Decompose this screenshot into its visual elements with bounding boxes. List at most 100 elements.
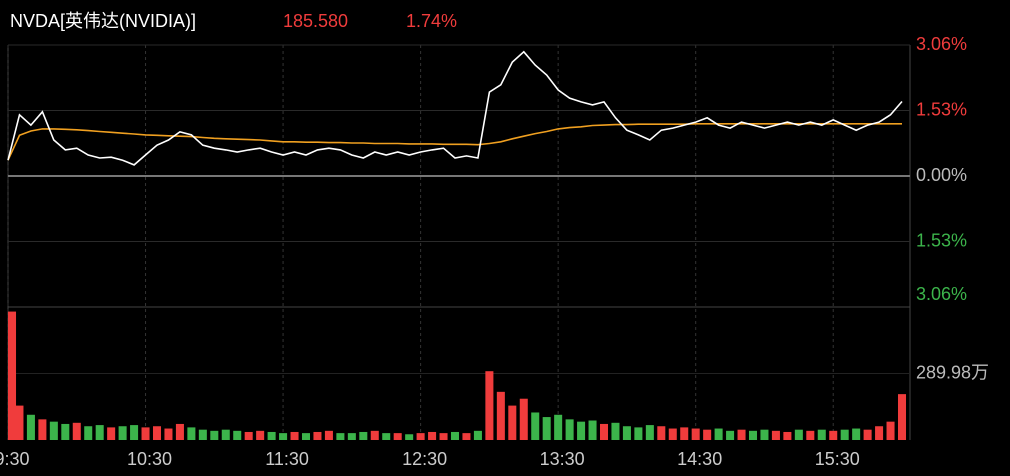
x-tick-label: 10:30 bbox=[127, 449, 172, 469]
volume-bar bbox=[15, 405, 24, 440]
volume-bar bbox=[130, 425, 139, 440]
volume-bar bbox=[84, 426, 93, 440]
volume-bar bbox=[794, 429, 803, 440]
volume-bar bbox=[462, 433, 471, 440]
volume-bar bbox=[622, 426, 631, 440]
volume-bar bbox=[886, 421, 895, 440]
volume-bar bbox=[450, 431, 460, 440]
volume-bar bbox=[531, 412, 540, 440]
volume-bar bbox=[38, 419, 47, 440]
volume-bar bbox=[267, 431, 276, 440]
volume-bar bbox=[783, 431, 792, 440]
volume-bar bbox=[61, 423, 70, 440]
volume-bar bbox=[141, 427, 150, 440]
volume-bar bbox=[221, 429, 230, 440]
volume-bar bbox=[806, 430, 815, 440]
volume-bar bbox=[599, 423, 609, 440]
volume-bar bbox=[164, 428, 173, 440]
volume-bar bbox=[519, 398, 528, 440]
volume-bar bbox=[508, 405, 517, 440]
volume-bar bbox=[863, 429, 872, 440]
volume-bar bbox=[634, 427, 643, 440]
volume-bar bbox=[49, 421, 58, 440]
volume-bar bbox=[829, 430, 838, 440]
volume-bar bbox=[198, 429, 207, 440]
volume-bar bbox=[817, 429, 826, 440]
volume-bar bbox=[359, 431, 368, 440]
y-tick-label: 3.06% bbox=[916, 284, 967, 304]
volume-bar bbox=[382, 433, 391, 440]
volume-bar bbox=[554, 414, 563, 440]
volume-bar bbox=[95, 425, 104, 440]
change-percent: 1.74% bbox=[406, 11, 457, 31]
symbol: NVDA[英伟达(NVIDIA)] bbox=[10, 11, 196, 31]
volume-bar bbox=[760, 429, 769, 440]
y-tick-label: 1.53% bbox=[916, 99, 967, 119]
average-line bbox=[7, 123, 902, 161]
volume-bar bbox=[840, 429, 849, 440]
last-price: 185.580 bbox=[283, 11, 348, 31]
volume-bar bbox=[645, 425, 654, 440]
volume-bar bbox=[703, 429, 712, 440]
volume-bar bbox=[405, 434, 414, 440]
volume-bar bbox=[668, 428, 677, 440]
volume-bar bbox=[897, 394, 907, 440]
volume-bar bbox=[72, 422, 81, 440]
price-line bbox=[7, 50, 903, 166]
y-tick-label: 0.00% bbox=[916, 165, 967, 185]
volume-bar bbox=[875, 426, 884, 440]
volume-bar bbox=[336, 433, 345, 440]
volume-bar bbox=[485, 371, 494, 440]
volume-bar bbox=[726, 430, 735, 440]
volume-bar bbox=[577, 421, 586, 440]
volume-bar bbox=[256, 430, 265, 440]
volume-bar bbox=[565, 419, 574, 440]
volume-bar bbox=[301, 433, 311, 440]
volume-bar bbox=[26, 414, 35, 440]
volume-bar bbox=[324, 430, 333, 440]
volume-bar bbox=[118, 426, 127, 440]
volume-bar bbox=[680, 427, 689, 440]
y-tick-label: 3.06% bbox=[916, 34, 967, 54]
volume-bar bbox=[737, 429, 746, 440]
x-tick-label: 12:30 bbox=[402, 449, 447, 469]
volume-bar bbox=[611, 422, 620, 440]
volume-bar bbox=[8, 311, 17, 440]
volume-bar bbox=[771, 430, 780, 440]
volume-bar bbox=[175, 423, 184, 440]
volume-bar bbox=[187, 427, 196, 440]
volume-bar bbox=[210, 430, 219, 440]
volume-bar bbox=[714, 428, 723, 440]
y-tick-label: 1.53% bbox=[916, 230, 967, 250]
volume-bar bbox=[370, 430, 379, 440]
x-tick-label: 11:30 bbox=[265, 449, 309, 469]
volume-bar bbox=[473, 430, 482, 440]
volume-bar bbox=[393, 433, 402, 440]
volume-bar bbox=[439, 433, 448, 440]
volume-bar bbox=[244, 431, 253, 440]
x-tick-label: 14:30 bbox=[677, 449, 722, 469]
volume-bar bbox=[347, 433, 356, 440]
volume-bar bbox=[313, 431, 322, 440]
x-tick-label: 13:30 bbox=[540, 449, 585, 469]
volume-bar bbox=[290, 431, 299, 440]
volume-bar bbox=[233, 430, 242, 440]
volume-bar bbox=[496, 391, 505, 440]
volume-bar bbox=[107, 427, 116, 440]
volume-bar bbox=[428, 431, 437, 440]
y-tick-label: 289.98万 bbox=[916, 362, 989, 382]
x-tick-label: 9:30 bbox=[0, 449, 30, 469]
volume-bar bbox=[588, 420, 597, 440]
volume-bar bbox=[416, 433, 425, 440]
x-tick-label: 15:30 bbox=[815, 449, 860, 469]
volume-bar bbox=[542, 417, 551, 440]
volume-bar bbox=[852, 428, 861, 440]
volume-bar bbox=[152, 426, 162, 440]
volume-bar bbox=[279, 433, 288, 440]
volume-bar bbox=[691, 428, 700, 440]
volume-bar bbox=[657, 426, 666, 440]
volume-bar bbox=[748, 430, 758, 440]
